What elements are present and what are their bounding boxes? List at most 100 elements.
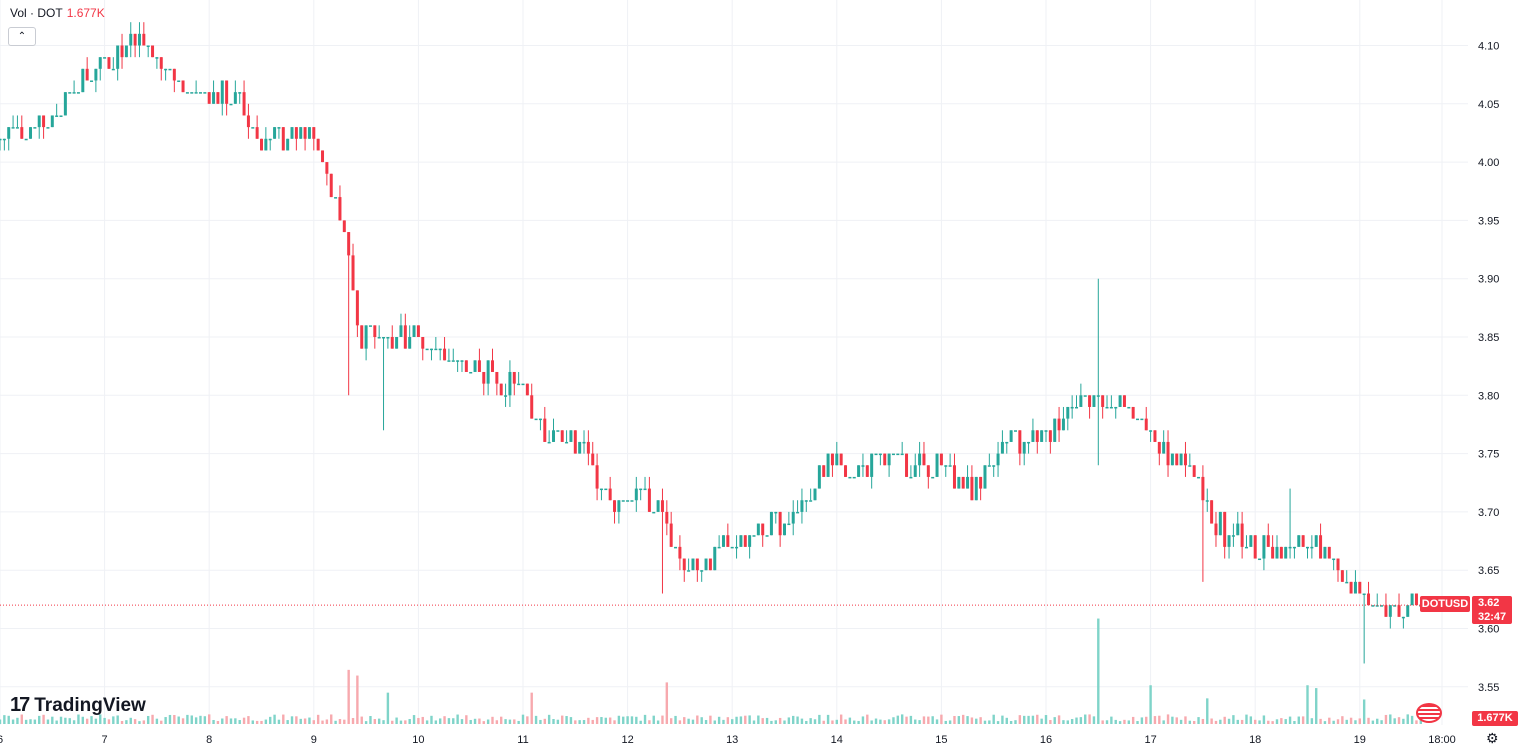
volume-bar (1267, 720, 1270, 724)
volume-bar (739, 716, 743, 724)
candle-body (1040, 430, 1044, 442)
volume-bar (412, 715, 416, 724)
candle-body (1061, 418, 1065, 431)
candle-body (1162, 441, 1166, 454)
candle-body (948, 465, 952, 467)
candle-body (408, 337, 412, 349)
volume-bar (181, 718, 185, 724)
candle-body (691, 558, 695, 571)
volume-bar (430, 715, 433, 724)
volume-bar (225, 716, 228, 724)
volume-bar (1406, 714, 1409, 724)
y-tick-label: 3.65 (1478, 565, 1499, 577)
volume-bar (582, 720, 586, 724)
y-tick-label: 3.60 (1478, 624, 1499, 636)
candle-body (595, 465, 599, 489)
candle-body (377, 337, 381, 339)
candle-body (1323, 546, 1327, 559)
volume-bar (1023, 715, 1026, 724)
volume-bar (177, 716, 180, 724)
candle-body (1319, 535, 1323, 559)
volume-bar (1389, 714, 1392, 724)
candle-body (303, 127, 307, 139)
candle-body (364, 325, 368, 349)
volume-bar (1084, 714, 1087, 724)
candle-body (700, 570, 704, 572)
candle-body (329, 173, 333, 198)
candle-body (399, 325, 403, 337)
candle-body (1258, 558, 1262, 561)
volume-bar (792, 715, 795, 724)
collapse-button[interactable]: ⌃ (8, 27, 36, 46)
volume-bar (1127, 720, 1131, 724)
volume-bar (120, 721, 124, 724)
candle-body (1340, 570, 1344, 582)
candle-body (63, 92, 67, 116)
volume-bar (1293, 721, 1296, 724)
candle-body (120, 45, 124, 58)
volume-bar (1005, 717, 1008, 724)
candle-body (839, 453, 843, 466)
volume-bar (826, 714, 830, 724)
candle-body (24, 138, 28, 141)
volume-bar (404, 720, 407, 724)
tradingview-logo[interactable]: 17 TradingView (10, 694, 146, 717)
candle-body (1035, 430, 1039, 442)
volume-bar (1162, 720, 1165, 724)
candle-body (133, 33, 137, 46)
candle-body (238, 92, 242, 94)
candle-body (1079, 395, 1083, 407)
candle-body (355, 290, 359, 326)
candle-body (1284, 546, 1288, 559)
volume-bar (722, 719, 725, 724)
candle-body (748, 535, 752, 547)
volume-bar (543, 718, 546, 724)
candle-body (1297, 535, 1301, 547)
candle-body (456, 360, 460, 362)
candle-body (1031, 430, 1035, 442)
volume-bar (295, 716, 298, 724)
y-tick-label: 3.90 (1478, 274, 1499, 286)
candle-body (512, 371, 516, 384)
volume-bar (665, 682, 669, 724)
candle-body (111, 68, 115, 71)
candle-body (817, 465, 821, 489)
candle-body (1223, 511, 1227, 547)
volume-bar (513, 719, 516, 724)
volume-bar (953, 715, 956, 724)
volume-bar (495, 720, 499, 724)
candle-body (94, 68, 98, 81)
candle-body (844, 465, 848, 477)
candlesticks (0, 22, 1423, 664)
candle-body (896, 453, 900, 456)
volume-bar (508, 719, 512, 724)
volume-bar (133, 719, 137, 724)
candle-body (260, 138, 263, 151)
candle-body (822, 465, 826, 477)
y-tick-label: 3.70 (1478, 507, 1499, 519)
volume-bar (547, 714, 551, 724)
volume-bar (138, 721, 141, 724)
volume-bar (892, 717, 895, 724)
settings-gear-icon[interactable]: ⚙ (1486, 730, 1499, 746)
candle-body (146, 45, 150, 47)
y-tick-label: 4.10 (1478, 41, 1499, 53)
candle-body (604, 488, 608, 491)
volume-bar (72, 720, 76, 724)
volume-bar (944, 720, 947, 724)
candle-body (848, 476, 852, 479)
candle-body (1210, 500, 1214, 524)
volume-bar (229, 718, 233, 724)
us-flag-icon[interactable] (1416, 703, 1442, 723)
candle-body (804, 500, 808, 502)
candle-body (1175, 453, 1179, 466)
volume-bar (55, 720, 58, 724)
volume-bar (290, 716, 294, 724)
volume-bar (399, 720, 403, 724)
candle-body (129, 33, 133, 46)
volume-bar (1062, 720, 1065, 724)
candle-body (870, 453, 874, 477)
volume-bar (1306, 685, 1309, 724)
candle-body (1166, 441, 1170, 466)
